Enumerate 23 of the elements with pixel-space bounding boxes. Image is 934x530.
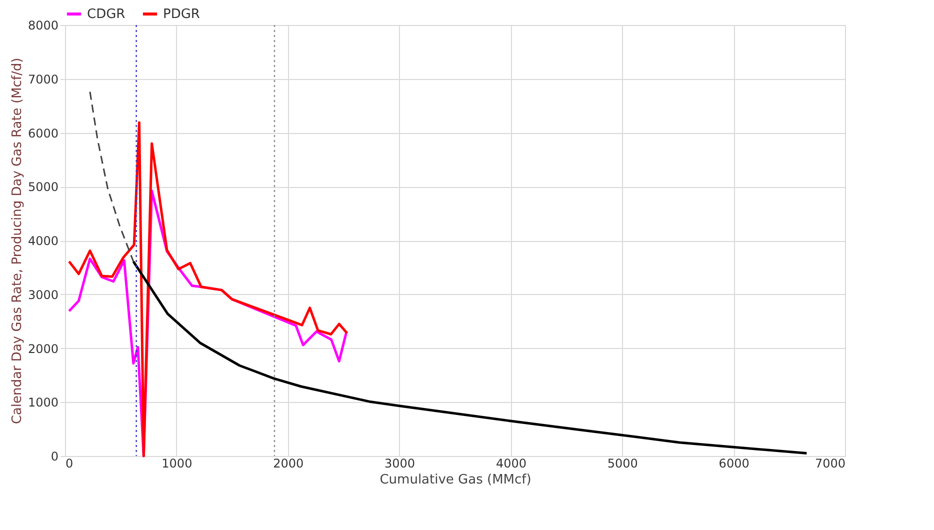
y-tick-label: 1000 [28, 396, 58, 410]
line-series [68, 121, 348, 458]
y-tick-label: 7000 [28, 72, 58, 86]
legend-label: CDGR [87, 7, 126, 22]
line-series [132, 260, 808, 455]
x-tick-label: 1000 [162, 456, 192, 470]
x-tick-label: 4000 [496, 456, 526, 470]
y-axis-title: Calendar Day Gas Rate, Producing Day Gas Rate (Mcf/d) [10, 58, 25, 424]
y-tick-label: 4000 [28, 234, 58, 248]
x-tick-label: 3000 [384, 456, 416, 470]
line-series [89, 91, 134, 262]
y-tick-label: 2000 [28, 342, 58, 356]
x-tick-label: 6000 [718, 456, 750, 470]
x-tick-label: 5000 [607, 456, 638, 470]
y-tick-label: 8000 [28, 18, 58, 32]
legend-label: PDGR [163, 7, 200, 22]
y-tick-label: 3000 [28, 288, 58, 302]
x-tick-label: 0 [66, 456, 74, 470]
x-tick-label: 7000 [814, 456, 846, 470]
x-axis-title: Cumulative Gas (MMcf) [380, 472, 532, 488]
y-tick-label: 5000 [28, 180, 58, 194]
y-tick-label: 6000 [28, 126, 58, 140]
x-tick-label: 2000 [273, 456, 304, 470]
